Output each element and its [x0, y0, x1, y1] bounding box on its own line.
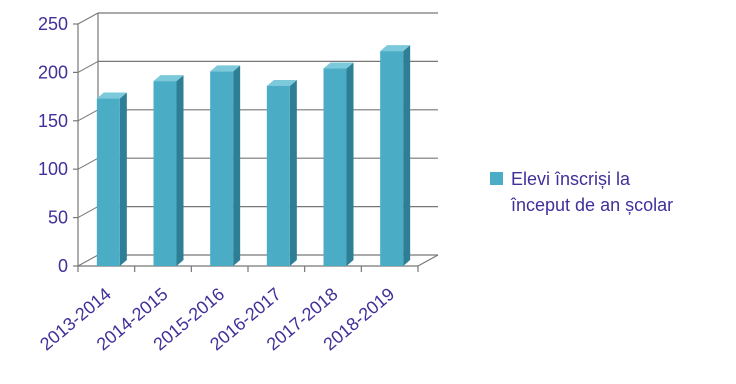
gridline-depth	[77, 60, 99, 73]
y-tick-label: 50	[48, 208, 68, 228]
bar	[96, 92, 127, 266]
y-axis-ticks	[73, 23, 78, 267]
y-tick-labels: 0 50 100 150 200 250	[38, 14, 68, 276]
bar	[266, 79, 297, 267]
bars	[96, 45, 411, 267]
y-tick-label: 100	[38, 159, 68, 179]
bar	[153, 75, 184, 266]
y-tick-label: 200	[38, 62, 68, 82]
y-tick-label: 250	[38, 14, 68, 34]
x-axis-ticks	[77, 266, 419, 272]
floor-right-edge	[417, 254, 439, 267]
bar	[210, 65, 241, 266]
legend-swatch	[490, 172, 503, 185]
x-tick-labels: 2013-20142014-20152015-20162016-20172017…	[36, 284, 398, 355]
legend-label-line-2: început de an școlar	[511, 195, 674, 215]
gridline-depth	[77, 12, 99, 25]
gridline-depth	[77, 157, 99, 170]
legend-label: Elevi înscriși la început de an școlar	[511, 166, 673, 218]
bar	[323, 62, 354, 266]
gridline-depth	[77, 254, 99, 267]
y-tick-label: 150	[38, 111, 68, 131]
gridline-depth	[77, 206, 99, 219]
legend-label-line-1: Elevi înscriși la	[511, 169, 631, 189]
gridline-depth	[77, 109, 99, 122]
y-tick-label: 0	[58, 256, 68, 276]
bar	[380, 45, 411, 266]
